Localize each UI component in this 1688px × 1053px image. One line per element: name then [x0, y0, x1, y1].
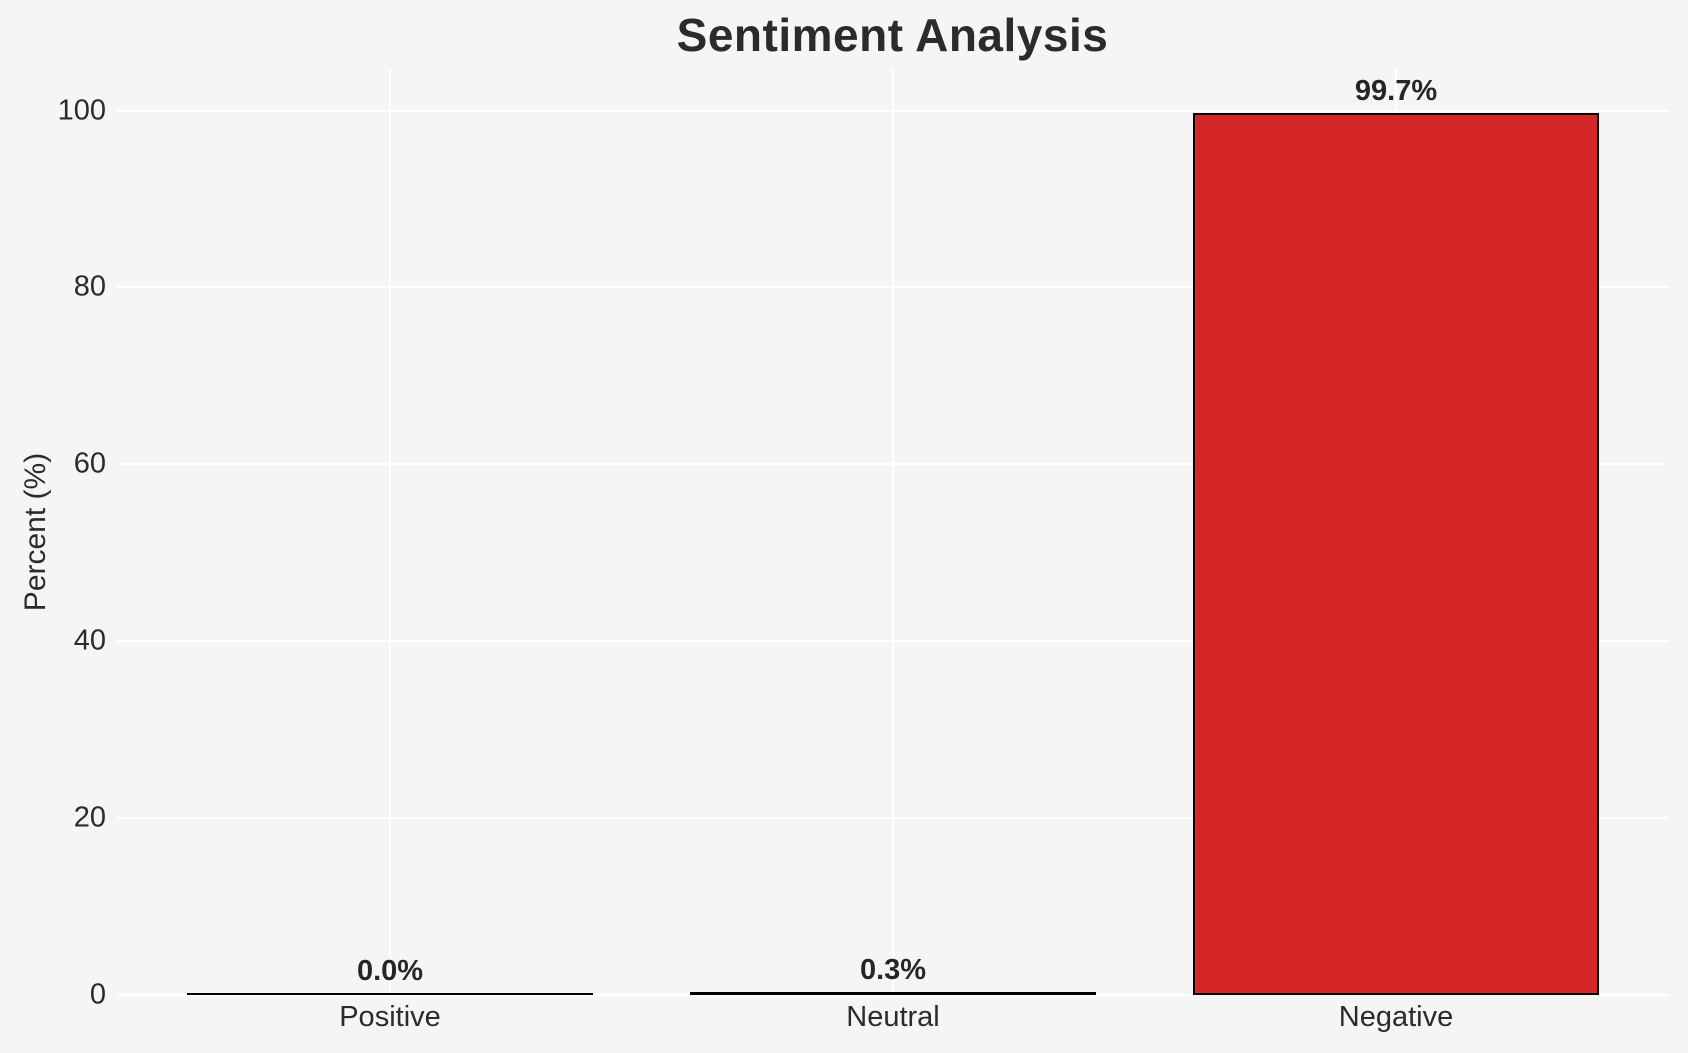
bars-layer: 0.0% 0.3% 99.7% — [117, 69, 1668, 995]
bar-value-label-negative: 99.7% — [1354, 75, 1438, 108]
v-gridline-neutral — [892, 69, 894, 995]
y-tick-label-0: 0 — [89, 978, 106, 1011]
bar-negative — [1193, 113, 1599, 995]
bar-value-label-positive: 0.0% — [356, 955, 424, 988]
bar-value-label-neutral: 0.3% — [859, 954, 927, 987]
y-tick-label-60: 60 — [73, 447, 106, 480]
bar-positive — [187, 993, 593, 995]
y-tick-label-80: 80 — [73, 270, 106, 303]
h-gridline-0 — [117, 994, 1668, 996]
y-tick-label-40: 40 — [73, 624, 106, 657]
x-axis-ticks: Positive Neutral Negative — [117, 1001, 1668, 1042]
bar-neutral — [690, 992, 1096, 995]
x-tick-label-negative: Negative — [1338, 1001, 1454, 1033]
chart-title: Sentiment Analysis — [676, 9, 1109, 61]
plot-area: 0.0% 0.3% 99.7% — [117, 69, 1668, 996]
v-gridline-positive — [389, 69, 391, 995]
bar-group-positive: 0.0% — [139, 69, 642, 995]
x-tick-label-positive: Positive — [339, 1001, 441, 1033]
bar-group-negative: 99.7% — [1145, 69, 1648, 995]
y-axis-ticks: 0 20 40 60 80 100 — [0, 69, 106, 1009]
x-tick-label-neutral: Neutral — [846, 1001, 940, 1033]
bar-group-neutral: 0.3% — [642, 69, 1145, 995]
y-tick-label-20: 20 — [73, 801, 106, 834]
y-tick-label-100: 100 — [57, 94, 106, 127]
